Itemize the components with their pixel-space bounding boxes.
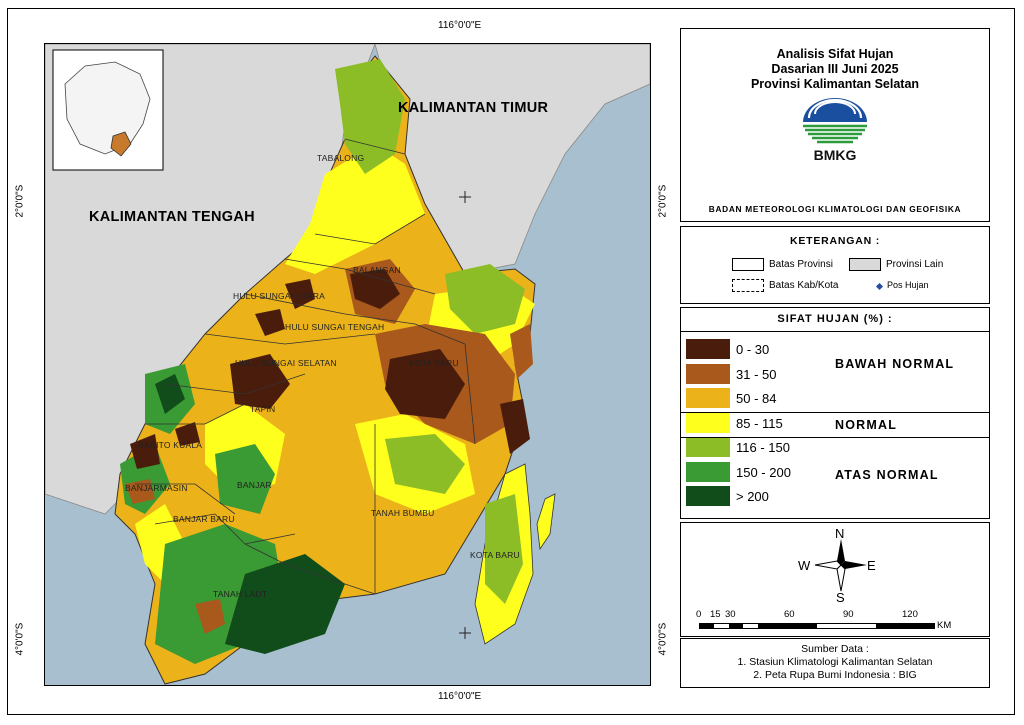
- pulau-sebuku: [536, 493, 556, 551]
- scale-unit: KM: [937, 620, 952, 631]
- bawah-normal-divider: [681, 412, 989, 413]
- north-arrow-icon: [814, 539, 867, 592]
- scale-tick-label: 30: [725, 609, 736, 620]
- region-hulu-sungai-tengah: HULU SUNGAI TENGAH: [285, 322, 385, 332]
- inset-kalsel-highlight: [110, 131, 132, 157]
- scale-tick-label: 120: [902, 609, 918, 620]
- legend-batas-kab: Batas Kab/Kota: [769, 280, 839, 291]
- compass-scale-panel: N S E W 0 15 30 60 90 120 KM: [680, 522, 990, 637]
- legend-title: KETERANGAN :: [789, 235, 881, 247]
- bottom-longitude-label: 116°0'0"E: [438, 691, 482, 702]
- region-tapin: TAPIN: [250, 404, 276, 414]
- scale-tick-label: 60: [784, 609, 795, 620]
- map-frame: [7, 8, 1015, 715]
- compass-west: W: [798, 558, 811, 573]
- compass-north: N: [835, 526, 845, 541]
- region-hulu-sungai-utara: HULU SUNGAI UTARA: [233, 291, 326, 301]
- region-tabalong: TABALONG: [317, 153, 365, 163]
- rainfall-class-title: SIFAT HUJAN (%) :: [777, 313, 893, 325]
- inset-borneo-shape: [64, 61, 151, 155]
- compass-south: S: [836, 590, 845, 605]
- agency-name: BADAN METEOROLOGI KLIMATOLOGI DAN GEOFIS…: [708, 204, 962, 214]
- scale-bar: [699, 623, 935, 629]
- source-line-1: 1. Stasiun Klimatologi Kalimantan Selata…: [737, 656, 933, 668]
- rainfall-class-label: 50 - 84: [736, 391, 777, 406]
- region-kota-baru-north: KOTA BARU: [409, 358, 459, 368]
- district-boundary-swatch: [732, 279, 764, 292]
- label-kalimantan-tengah: KALIMANTAN TENGAH: [89, 209, 255, 225]
- label-kalimantan-timur: KALIMANTAN TIMUR: [398, 100, 549, 116]
- region-tanah-laut: TANAH LAUT: [213, 589, 268, 599]
- rainfall-class-label: > 200: [736, 489, 769, 504]
- other-province-swatch: [849, 258, 881, 271]
- rainfall-class-label: 116 - 150: [736, 440, 790, 455]
- category-bawah-normal: BAWAH NORMAL: [835, 357, 955, 371]
- top-longitude-label: 116°0'0"E: [438, 20, 482, 31]
- left-latitude-upper-label: 2°0'0"S: [14, 184, 26, 218]
- right-latitude-upper-label: 2°0'0"S: [657, 184, 669, 218]
- title-line-2: Dasarian III Juni 2025: [771, 62, 899, 76]
- title-panel: Analisis Sifat Hujan Dasarian III Juni 2…: [680, 28, 990, 222]
- data-source-panel: Sumber Data : 1. Stasiun Klimatologi Kal…: [680, 638, 990, 688]
- compass-east: E: [867, 558, 876, 573]
- rainfall-class-swatch: [686, 461, 730, 482]
- scale-tick-label: 90: [843, 609, 854, 620]
- rainfall-class-title-divider: [681, 331, 989, 332]
- rainfall-class-swatch: [686, 388, 730, 408]
- title-line-3: Provinsi Kalimantan Selatan: [750, 77, 920, 91]
- province-boundary-swatch: [732, 258, 764, 271]
- region-hulu-sungai-selatan: HULU SUNGAI SELATAN: [235, 358, 337, 368]
- legend-batas-provinsi: Batas Provinsi: [769, 259, 833, 270]
- region-tanah-bumbu: TANAH BUMBU: [371, 508, 435, 518]
- right-latitude-lower-label: 4°0'0"S: [657, 622, 669, 656]
- source-title: Sumber Data :: [801, 643, 869, 655]
- rainfall-class-label: 85 - 115: [736, 415, 783, 431]
- source-line-2: 2. Peta Rupa Bumi Indonesia : BIG: [753, 669, 917, 681]
- rainfall-class-swatch: [686, 412, 730, 433]
- rainfall-class-swatch: [686, 486, 730, 506]
- legend-panel: KETERANGAN : Batas Provinsi Provinsi Lai…: [680, 226, 990, 304]
- region-barito-kuala: BARITO KUALA: [138, 440, 203, 450]
- rainfall-class-label: 0 - 30: [736, 342, 770, 357]
- scale-tick-label: 0: [696, 609, 702, 620]
- rain-post-icon: [875, 282, 884, 291]
- legend-provinsi-lain: Provinsi Lain: [886, 259, 944, 270]
- rainfall-class-label: 31 - 50: [736, 366, 777, 382]
- scale-tick-label: 15: [710, 609, 721, 620]
- normal-divider: [681, 437, 989, 438]
- rainfall-class-swatch: [686, 363, 730, 384]
- legend-pos-hujan: Pos Hujan: [887, 280, 929, 290]
- region-banjar-baru: BANJAR BARU: [173, 514, 235, 524]
- region-kota-baru-south: KOTA BARU: [470, 550, 520, 560]
- rainfall-map[interactable]: KALIMANTAN TIMUR KALIMANTAN TENGAH TABAL…: [44, 43, 651, 686]
- rainfall-class-swatch: [686, 437, 730, 457]
- bmkg-logo-text: BMKG: [814, 147, 857, 163]
- bmkg-logo-icon: BMKG: [803, 98, 867, 163]
- category-normal: NORMAL: [835, 418, 898, 432]
- region-banjar: BANJAR: [237, 480, 272, 490]
- rainfall-class-label: 150 - 200: [736, 464, 791, 480]
- region-balangan: BALANGAN: [353, 265, 401, 275]
- rainfall-map-svg: [45, 44, 650, 685]
- rainfall-class-swatch: [686, 339, 730, 359]
- left-latitude-lower-label: 4°0'0"S: [14, 622, 26, 656]
- rainfall-class-panel: SIFAT HUJAN (%) : 0 - 30 31 - 50 50 - 84 85…: [680, 307, 990, 519]
- category-atas-normal: ATAS NORMAL: [835, 468, 939, 482]
- title-line-1: Analisis Sifat Hujan: [776, 47, 894, 61]
- region-banjarmasin: BANJARMASIN: [125, 483, 188, 493]
